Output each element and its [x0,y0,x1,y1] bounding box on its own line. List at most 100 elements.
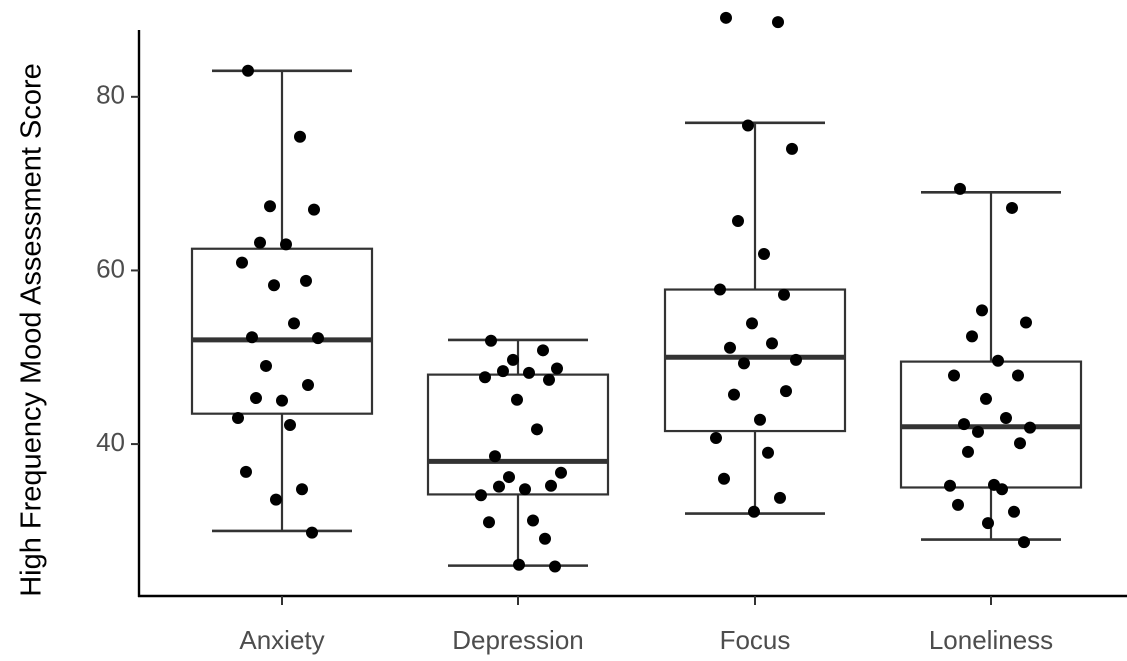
axes-layer: 40 60 80 Anxiety Depression Focus Loneliness [96,30,1127,655]
data-point [308,203,320,216]
x-tick-label: Loneliness [929,625,1053,655]
data-point [954,182,966,195]
data-point [539,532,551,545]
data-point [236,256,248,269]
data-point [718,472,730,485]
data-point [720,11,732,24]
data-point [507,353,519,366]
data-point [485,334,497,347]
data-point [264,200,276,213]
data-point [537,344,549,357]
box-focus [663,121,847,515]
box-loneliness [899,191,1083,541]
data-point [780,385,792,398]
data-point [519,483,531,496]
data-point [710,431,722,444]
data-point [551,362,563,375]
data-point [1020,316,1032,329]
data-point [972,425,984,438]
data-point [778,288,790,301]
y-axis-title: High Frequency Mood Assessment Score [16,63,48,597]
data-point [1024,421,1036,434]
data-point [748,505,760,518]
data-point [302,379,314,392]
data-point [288,317,300,330]
points-focus [710,11,802,518]
data-point [992,354,1004,367]
data-point [766,337,778,350]
data-point [952,498,964,511]
boxes-layer [190,69,1083,567]
data-point [724,341,736,354]
interquartile-box [190,247,374,415]
data-point [543,373,555,386]
data-point [728,388,740,401]
data-point [774,491,786,504]
data-point [531,423,543,436]
data-point [948,369,960,382]
data-point [754,413,766,426]
data-point [232,412,244,425]
data-point [1012,369,1024,382]
data-point [742,119,754,132]
data-point [1018,536,1030,549]
data-point [523,366,535,379]
data-point [483,516,495,529]
interquartile-box [426,373,610,496]
points-layer [232,11,1036,573]
data-point [549,560,561,573]
y-tick-label: 60 [96,253,125,283]
data-point [527,514,539,527]
data-point [475,489,487,502]
points-loneliness [944,182,1036,549]
y-tick-label: 80 [96,80,125,110]
data-point [982,517,994,530]
data-point [958,418,970,431]
y-tick-label: 40 [96,427,125,457]
data-point [497,365,509,378]
data-point [240,465,252,478]
data-point [1008,505,1020,518]
data-point [545,479,557,492]
data-point [786,142,798,155]
data-point [996,483,1008,496]
data-point [555,466,567,479]
data-point [1000,412,1012,425]
data-point [489,450,501,463]
data-point [300,274,312,287]
interquartile-box [663,288,847,433]
x-tick-label: Focus [720,625,791,655]
data-point [280,238,292,251]
data-point [284,418,296,431]
data-point [962,445,974,458]
data-point [246,331,258,344]
data-point [242,64,254,77]
data-point [493,480,505,493]
points-anxiety [232,64,324,539]
data-point [1006,201,1018,214]
x-tick-label: Depression [452,625,584,655]
data-point [268,279,280,292]
data-point [513,558,525,571]
data-point [254,236,266,249]
data-point [762,446,774,459]
data-point [746,317,758,330]
data-point [758,247,770,260]
data-point [511,393,523,406]
data-point [966,330,978,343]
x-tick-label: Anxiety [239,625,324,655]
data-point [306,526,318,539]
data-point [714,283,726,296]
data-point [250,392,262,405]
data-point [260,359,272,372]
data-point [772,16,784,29]
data-point [312,332,324,345]
data-point [790,353,802,366]
box-depression [426,338,610,567]
data-point [1014,437,1026,450]
data-point [738,357,750,370]
data-point [276,394,288,407]
data-point [503,471,515,484]
data-point [732,214,744,227]
